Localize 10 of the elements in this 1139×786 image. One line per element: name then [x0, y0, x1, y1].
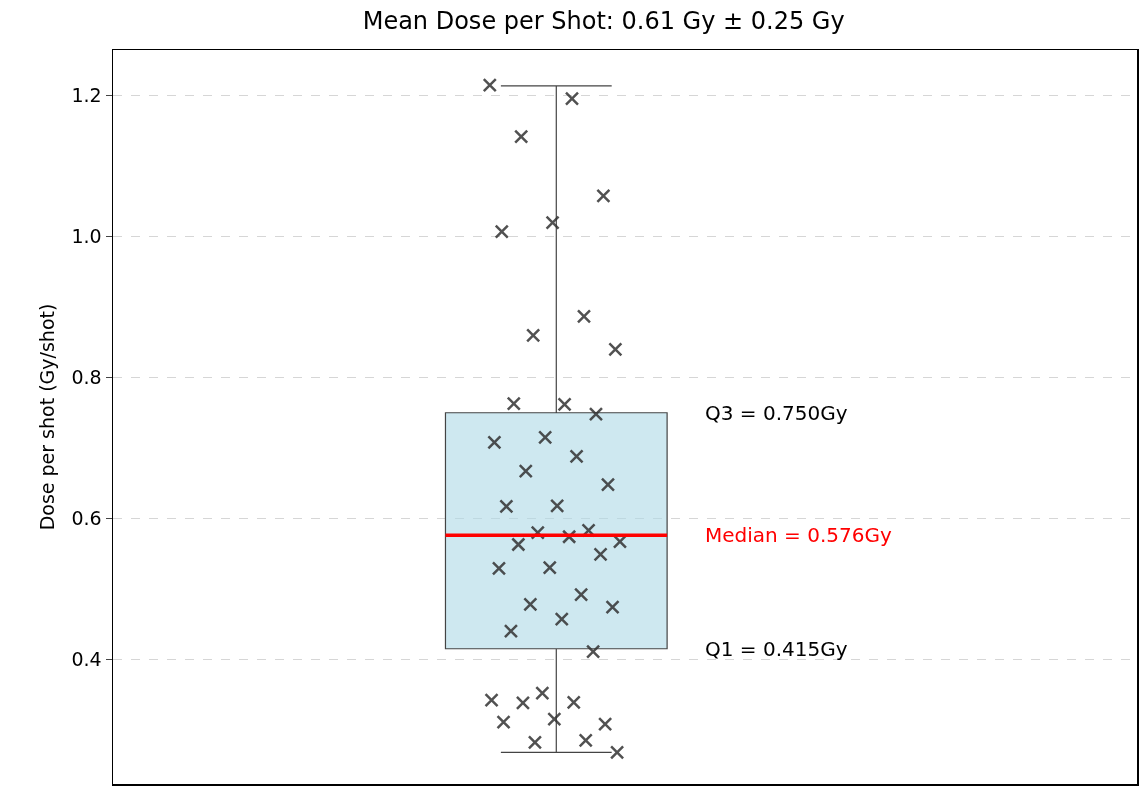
y-tick-label: 1.2	[71, 84, 102, 107]
y-tick-label: 1.0	[71, 225, 102, 248]
y-tick-label: 0.4	[71, 647, 102, 670]
y-tick-label: 0.8	[71, 366, 102, 389]
chart-title: Mean Dose per Shot: 0.61 Gy ± 0.25 Gy	[362, 6, 845, 35]
annotation: Median = 0.576Gy	[705, 523, 892, 547]
annotation: Q3 = 0.750Gy	[705, 401, 848, 425]
y-axis-title: Dose per shot (Gy/shot)	[35, 303, 58, 531]
y-tick-label: 0.6	[71, 507, 102, 530]
annotation: Q1 = 0.415Gy	[705, 637, 848, 661]
